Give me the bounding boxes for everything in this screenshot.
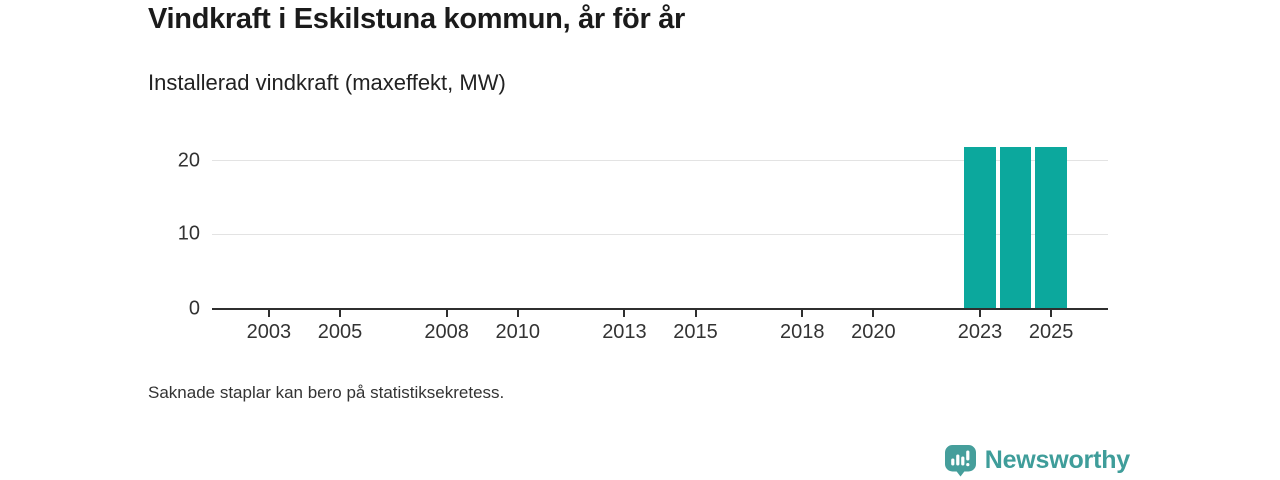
x-axis-tick-label: 2008	[424, 321, 469, 343]
x-axis-tick-mark	[339, 310, 341, 317]
gridline-y-20	[212, 160, 1108, 162]
x-axis-tick-label: 2023	[957, 321, 1003, 343]
x-axis-tick-mark	[267, 310, 270, 317]
y-axis-tick-label: 0	[188, 297, 200, 320]
x-axis-tick-label: 2010	[495, 321, 541, 343]
x-axis-tick-mark	[801, 310, 804, 317]
brand-logo: Newsworthy	[944, 444, 1130, 477]
x-axis-tick-label: 2005	[317, 321, 363, 343]
x-axis-tick-label: 2018	[779, 321, 825, 343]
x-axis-tick-label: 2020	[851, 321, 896, 343]
bar-2025	[1035, 147, 1067, 308]
x-axis-tick-mark	[623, 310, 626, 317]
chart-subtitle: Installerad vindkraft (maxeffekt, MW)	[148, 70, 506, 95]
x-axis-tick-mark	[445, 310, 448, 317]
y-axis-tick-label: 10	[177, 222, 200, 245]
bar-2024	[999, 147, 1032, 308]
bar-2023	[964, 147, 996, 308]
x-axis-tick-label: 2013	[602, 321, 647, 343]
x-axis-tick-mark	[872, 310, 875, 317]
x-axis-tick-mark	[1050, 310, 1053, 317]
x-axis-tick-label: 2025	[1028, 321, 1074, 343]
x-axis-tick-label: 2003	[246, 321, 292, 343]
x-axis-tick-mark	[516, 310, 519, 317]
chart-title: Vindkraft i Eskilstuna kommun, år för år	[148, 3, 686, 35]
brand-name: Newsworthy	[984, 446, 1130, 474]
x-axis-tick-mark	[979, 310, 981, 317]
newsworthy-chart-bubble-icon	[944, 445, 976, 477]
x-axis-tick-label: 2015	[673, 321, 718, 343]
chart-footnote: Saknade staplar kan bero på statistiksek…	[148, 383, 505, 402]
gridline-y-10	[212, 233, 1108, 235]
x-axis-line	[212, 308, 1108, 310]
x-axis-tick-mark	[694, 310, 697, 317]
y-axis-tick-label: 20	[177, 149, 200, 172]
